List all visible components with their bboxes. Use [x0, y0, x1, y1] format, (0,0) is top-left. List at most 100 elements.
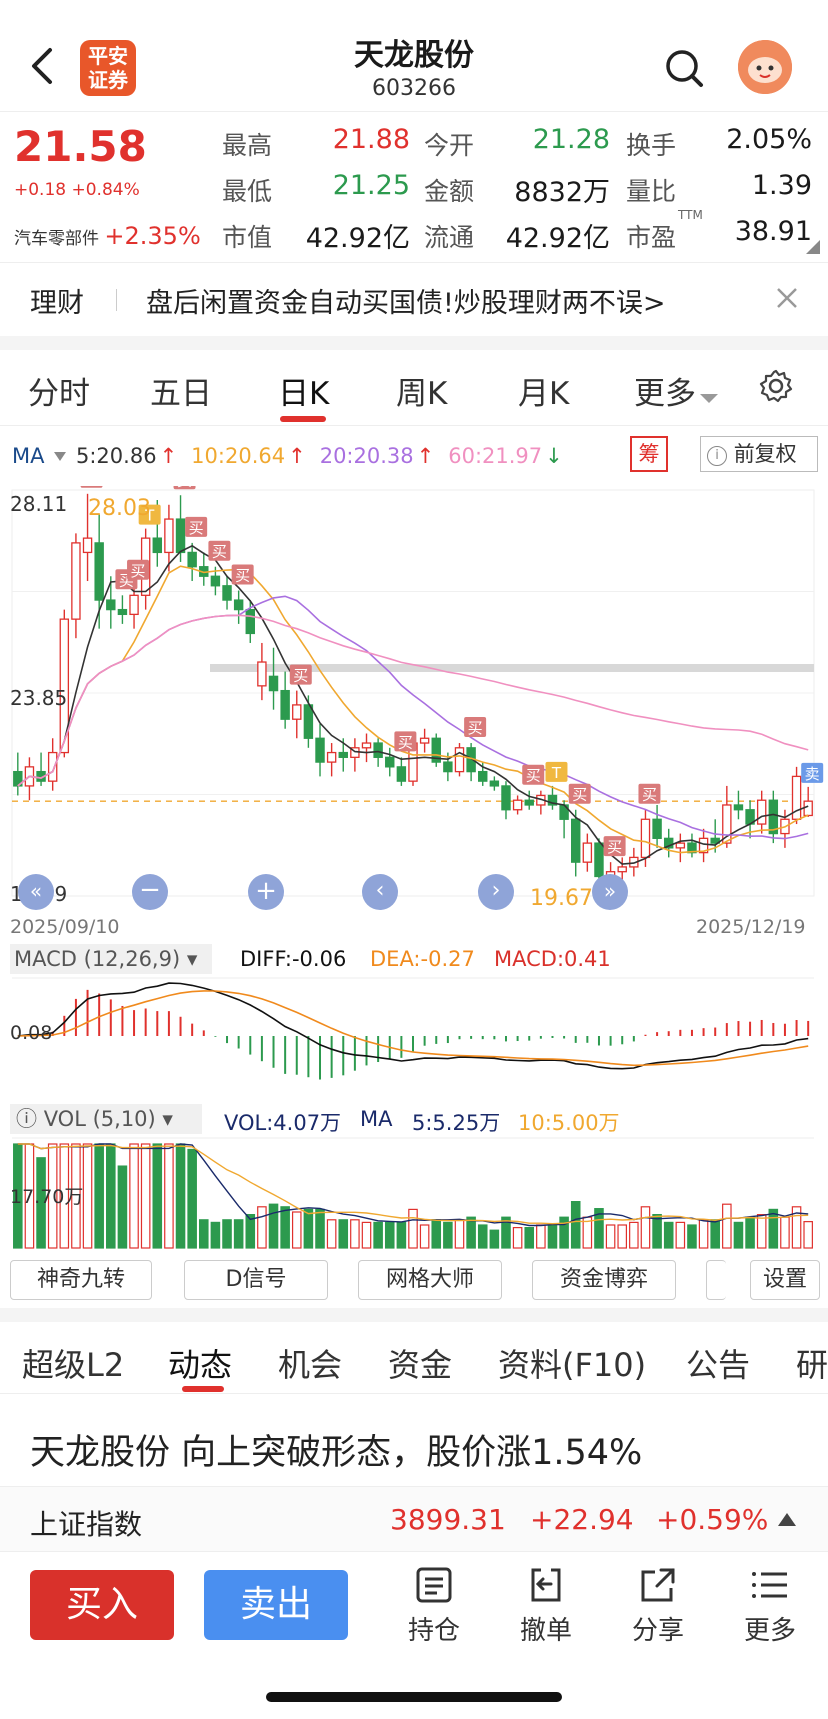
- candle-body: [640, 818, 651, 859]
- quote-value: 1.39: [751, 170, 812, 201]
- vol-ma-label: MA: [360, 1107, 393, 1131]
- news-headline[interactable]: 天龙股份 向上突破形态，股价涨1.54%: [30, 1433, 643, 1473]
- volume-bar: [303, 1208, 314, 1249]
- scroll-right-button[interactable]: ›: [478, 874, 514, 910]
- tab-super-l2[interactable]: 超级L2: [22, 1346, 125, 1384]
- indicator-d-signal[interactable]: D信号: [184, 1260, 328, 1300]
- ma-trend-arrow: ↓: [545, 444, 563, 468]
- buy-marker-box: [568, 783, 591, 804]
- buy-button[interactable]: 买入: [30, 1570, 174, 1640]
- vol-title: ⓘ VOL (5,10) ▾: [10, 1104, 202, 1134]
- candle-body: [547, 794, 558, 806]
- vol-legend[interactable]: ⓘ VOL (5,10) ▾ VOL:4.07万 MA 5:5.25万 10:5…: [10, 1104, 818, 1136]
- tab-capital[interactable]: 资金: [388, 1346, 453, 1384]
- tab-opportunity[interactable]: 机会: [278, 1346, 343, 1384]
- kline-chart[interactable]: 买买买T买买买买买买买买T买买买卖: [0, 486, 828, 916]
- quote-label: 市值: [222, 223, 273, 252]
- tab-daily-k[interactable]: 日K: [278, 376, 330, 412]
- vol-ma10: 10:5.00万: [518, 1111, 620, 1135]
- indicator-grid-master[interactable]: 网格大师: [358, 1260, 502, 1300]
- volume-bar: [594, 1208, 604, 1249]
- candle-body: [152, 537, 163, 554]
- tab-news-feed[interactable]: 动态: [168, 1346, 233, 1384]
- zoom-in-button[interactable]: +: [248, 874, 284, 910]
- buy-marker-label: 买: [131, 562, 146, 580]
- indicator-fund-game[interactable]: 资金博弈: [532, 1260, 676, 1300]
- ma-legend[interactable]: MA 5:20.86 ↑ 10:20.64 ↑ 20:20.38 ↑ 60:21.97 ↓ 筹…: [10, 436, 828, 474]
- buy-marker-box: [603, 836, 626, 857]
- volume-bar: [175, 1143, 186, 1249]
- buy-marker-box: [638, 783, 661, 804]
- logo-line-1: 平安: [88, 44, 128, 68]
- ma-item-value: 60:21.97: [448, 444, 543, 468]
- candle-body: [13, 770, 23, 787]
- stock-name: 天龙股份: [354, 38, 474, 73]
- sector-info[interactable]: 汽车零部件 +2.35%: [14, 222, 201, 250]
- vol-ma5: 5:5.25万: [412, 1111, 501, 1135]
- tab-intraday[interactable]: 分时: [28, 376, 90, 412]
- tab-f10[interactable]: 资料(F10): [498, 1346, 647, 1384]
- indicator-next-stub[interactable]: [706, 1260, 726, 1300]
- macd-legend[interactable]: MACD (12,26,9) ▾ DIFF:-0.06 DEA:-0.27 MA…: [10, 944, 818, 976]
- resistance-band: [210, 664, 814, 672]
- scroll-right-fast-button[interactable]: »: [592, 874, 628, 910]
- macd-chart[interactable]: [0, 976, 828, 1086]
- adjust-button[interactable]: i 前复权: [700, 436, 818, 472]
- volume-chart[interactable]: [0, 1136, 828, 1250]
- gear-icon[interactable]: [758, 368, 794, 404]
- tab-announcements[interactable]: 公告: [686, 1346, 751, 1384]
- vol-title-text: VOL (5,10): [43, 1107, 156, 1131]
- indicator-settings-button[interactable]: 设置: [750, 1260, 820, 1300]
- buy-marker-box: [127, 559, 150, 580]
- volume-bar: [396, 1221, 407, 1249]
- tab-more[interactable]: 更多: [634, 368, 718, 413]
- tab-five-day[interactable]: 五日: [150, 376, 212, 412]
- index-name: 上证指数: [30, 1508, 143, 1541]
- macd-title-text: MACD (12,26,9): [14, 947, 181, 971]
- volume-bar: [489, 1229, 500, 1249]
- buy-marker-box: [231, 564, 254, 585]
- buy-marker-label: 买: [607, 838, 622, 856]
- logo-line-2: 证券: [88, 68, 128, 92]
- candle-body: [385, 756, 395, 768]
- buy-marker-label: 买: [84, 486, 99, 488]
- share-button[interactable]: 分享: [618, 1566, 698, 1647]
- candle-body: [326, 751, 337, 763]
- promo-banner[interactable]: 理财 盘后闲置资金自动买国债!炒股理财两不误>: [0, 262, 828, 336]
- candle-body: [71, 542, 81, 620]
- scroll-left-button[interactable]: ‹: [362, 874, 398, 910]
- broker-logo[interactable]: 平安 证券: [80, 40, 136, 96]
- index-ticker[interactable]: 上证指数 3899.31 +22.94 +0.59%: [0, 1486, 828, 1552]
- buy-marker-label: 买: [293, 667, 308, 685]
- volume-bar: [129, 1143, 139, 1249]
- candle-body: [106, 599, 116, 611]
- more-button[interactable]: 更多: [730, 1566, 810, 1647]
- chip-button[interactable]: 筹: [630, 436, 668, 472]
- max-price-label: 28.03: [88, 496, 151, 521]
- tab-monthly-k[interactable]: 月K: [518, 376, 570, 412]
- zoom-out-button[interactable]: −: [132, 874, 168, 910]
- candle-body: [257, 661, 267, 687]
- back-icon[interactable]: [26, 46, 60, 86]
- volume-bar: [71, 1143, 81, 1249]
- indicator-magic-nine[interactable]: 神奇九转: [10, 1260, 152, 1300]
- candle-body: [571, 818, 581, 863]
- tab-research[interactable]: 研: [796, 1346, 828, 1384]
- tab-more-label: 更多: [634, 376, 696, 412]
- expand-up-icon[interactable]: [778, 1513, 796, 1527]
- cancel-order-button[interactable]: 撤单: [506, 1566, 586, 1647]
- scroll-left-fast-button[interactable]: «: [18, 874, 54, 910]
- candle-body: [524, 799, 534, 806]
- sell-button[interactable]: 卖出: [204, 1570, 348, 1640]
- expand-corner-icon[interactable]: [806, 240, 820, 254]
- holdings-button[interactable]: 持仓: [394, 1566, 474, 1647]
- ma-item-value: 10:20.64: [191, 444, 286, 468]
- assistant-avatar-icon[interactable]: [738, 40, 792, 94]
- tab-weekly-k[interactable]: 周K: [396, 376, 448, 412]
- vol-ma5-line: [17, 1143, 809, 1227]
- close-icon[interactable]: [776, 287, 798, 309]
- search-icon[interactable]: [664, 48, 704, 88]
- buy-marker-box: [80, 486, 103, 488]
- volume-bar: [780, 1216, 790, 1249]
- buy-marker-label: 买: [572, 786, 587, 804]
